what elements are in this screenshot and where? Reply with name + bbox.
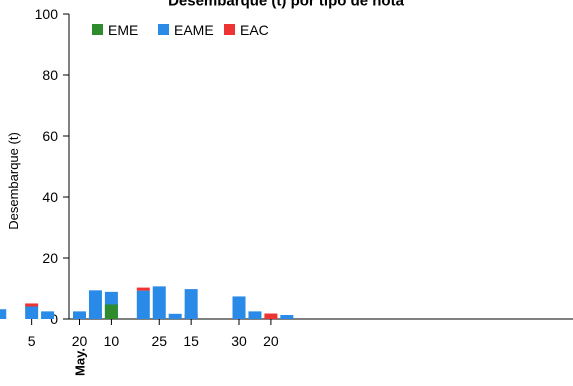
bar-eac [264,313,278,319]
x-tick-label: 5 [28,333,36,349]
bar-eame [232,296,246,319]
y-tick-label: 100 [35,6,59,22]
bar-eac [136,287,150,291]
y-axis-ticks: 0 20 40 60 80 100 [35,6,69,327]
bar-eame [248,311,262,319]
x-axis-ticks: 20253015101520May.Jun. [28,319,279,376]
legend: EME EAME EAC [92,22,269,38]
y-axis-label: Desembarque (t) [6,132,21,230]
legend-label: EME [108,22,138,38]
bar-eame [41,311,55,319]
x-tick-label: 20 [263,333,279,349]
bar-eame [73,311,86,319]
bar-eame [152,286,166,319]
x-tick-label: 10 [104,333,120,349]
y-tick-label: 60 [42,128,58,144]
bar-eac [25,303,39,307]
x-tick-label: 30 [231,333,247,349]
legend-label: EAC [240,22,269,38]
x-month-label: May. [73,348,88,376]
bar-eame [104,291,118,305]
x-tick-label: 25 [151,333,167,349]
bar-eame [184,289,198,319]
legend-swatch [92,24,103,35]
y-tick-label: 0 [50,311,58,327]
x-tick-label: 20 [72,333,88,349]
bar-eame [168,313,182,319]
chart-title: Desembarque (t) por tipo de nota [168,0,405,9]
bar-eame [25,306,39,319]
legend-label: EAME [174,22,214,38]
x-tick-label: 15 [183,333,199,349]
bar-eame [0,309,7,319]
legend-swatch [158,24,169,35]
bar-eme [104,304,118,319]
bar-eame [88,290,102,319]
y-tick-label: 80 [42,67,58,83]
bar-eame [280,315,294,319]
y-tick-label: 20 [42,250,58,266]
y-tick-label: 40 [42,189,58,205]
legend-swatch [224,24,235,35]
bar-eame [136,290,150,319]
bars-group [0,286,294,319]
